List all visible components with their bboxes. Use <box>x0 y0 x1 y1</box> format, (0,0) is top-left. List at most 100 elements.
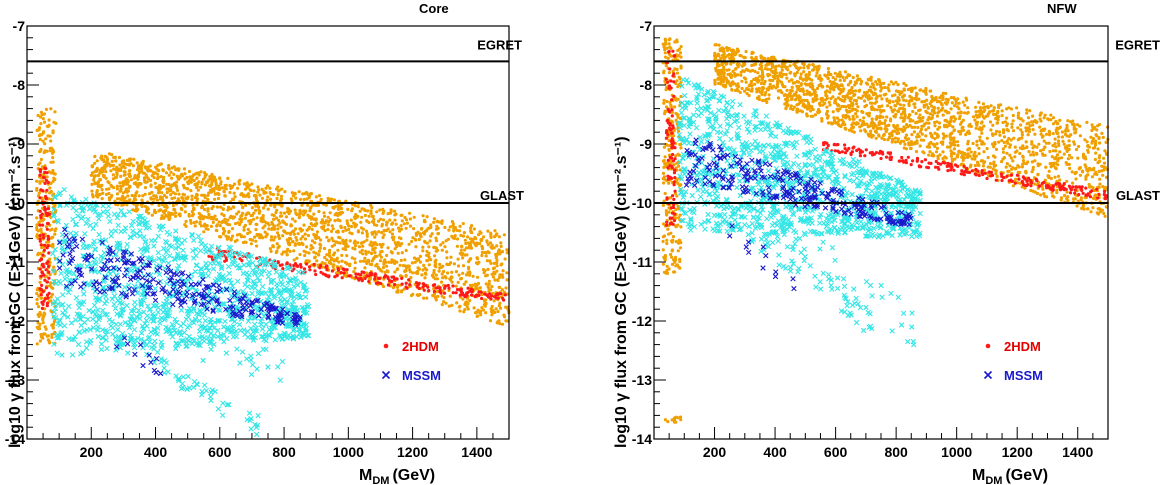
data-point-2hdm <box>482 235 486 239</box>
data-point-2hdm <box>325 264 329 268</box>
data-point-2hdm <box>206 193 210 197</box>
data-point-2hdm <box>232 191 236 195</box>
data-point-2hdm <box>474 237 478 241</box>
data-point-2hdm <box>152 194 156 198</box>
data-point-2hdm <box>104 170 108 174</box>
data-point-2hdm <box>293 192 297 196</box>
data-point-2hdm <box>415 293 419 297</box>
data-point-2hdm <box>345 244 349 248</box>
data-point-2hdm <box>49 160 53 164</box>
data-point-2hdm <box>90 193 95 197</box>
data-point-2hdm <box>53 177 57 182</box>
data-point-2hdm <box>488 259 492 263</box>
glast-label-core: GLAST <box>480 188 524 203</box>
data-point-2hdm <box>170 176 174 180</box>
data-point-2hdm <box>493 310 497 314</box>
data-point-2hdm <box>460 245 464 249</box>
data-point-2hdm <box>181 192 185 196</box>
data-point-2hdm <box>835 116 839 120</box>
y-tick-label: -8 <box>13 77 26 93</box>
data-point-2hdm <box>257 211 261 215</box>
data-point-2hdm <box>104 176 108 180</box>
data-point-2hdm <box>421 245 425 249</box>
data-point-2hdm <box>459 276 464 281</box>
data-point-2hdm <box>216 191 220 195</box>
data-point-2hdm <box>183 172 187 176</box>
data-point-2hdm <box>318 266 322 270</box>
data-point-2hdm <box>353 247 357 251</box>
data-point-2hdm <box>147 192 152 196</box>
data-point-2hdm <box>169 212 173 217</box>
data-point-2hdm <box>373 277 377 281</box>
data-point-2hdm <box>100 154 104 158</box>
data-point-2hdm <box>239 220 243 224</box>
data-point-2hdm <box>1033 132 1037 136</box>
data-point-2hdm <box>146 169 150 173</box>
data-point-2hdm <box>366 209 370 213</box>
data-point-2hdm <box>140 163 144 167</box>
data-point-2hdm <box>215 223 219 227</box>
data-point-2hdm <box>253 235 257 239</box>
data-point-2hdm <box>796 87 800 91</box>
data-point-2hdm <box>392 259 396 263</box>
data-point-2hdm <box>269 192 273 196</box>
data-point-2hdm <box>361 252 365 256</box>
data-point-2hdm <box>270 227 274 231</box>
data-point-2hdm <box>41 321 45 325</box>
data-point-2hdm <box>464 241 468 246</box>
data-point-2hdm <box>442 269 446 274</box>
data-point-2hdm <box>878 94 883 98</box>
data-point-2hdm <box>985 147 989 151</box>
data-point-2hdm <box>417 286 421 291</box>
data-point-2hdm <box>43 243 47 247</box>
data-point-2hdm <box>494 293 499 297</box>
data-point-2hdm <box>38 287 42 291</box>
data-point-2hdm <box>359 220 363 224</box>
data-point-2hdm <box>120 161 124 165</box>
data-point-2hdm <box>492 266 496 270</box>
data-point-2hdm <box>264 186 268 190</box>
data-point-2hdm <box>270 220 274 224</box>
data-point-2hdm <box>488 292 492 296</box>
data-point-2hdm <box>301 213 305 217</box>
data-point-2hdm <box>416 270 420 274</box>
data-point-2hdm <box>874 136 878 140</box>
data-point-2hdm <box>306 193 310 197</box>
data-point-2hdm <box>158 195 163 199</box>
data-point-2hdm <box>330 236 334 240</box>
data-point-2hdm <box>254 239 258 243</box>
data-point-2hdm <box>975 160 980 164</box>
data-point-2hdm <box>267 223 271 227</box>
data-point-2hdm <box>421 268 425 272</box>
data-point-2hdm <box>212 189 216 193</box>
data-point-2hdm <box>150 174 154 178</box>
data-point-2hdm <box>484 282 488 286</box>
data-point-2hdm <box>217 220 221 224</box>
data-point-2hdm <box>860 109 864 114</box>
data-point-2hdm <box>313 241 317 245</box>
data-point-2hdm <box>385 220 389 224</box>
data-point-2hdm <box>461 251 465 256</box>
data-point-2hdm <box>205 180 209 185</box>
data-point-2hdm <box>315 230 319 234</box>
data-point-2hdm <box>353 257 357 261</box>
data-point-2hdm <box>399 227 404 231</box>
data-point-2hdm <box>439 265 444 269</box>
data-point-2hdm <box>360 279 364 283</box>
data-point-2hdm <box>425 296 429 300</box>
data-point-2hdm <box>49 295 53 299</box>
data-point-2hdm <box>502 313 506 317</box>
data-point-2hdm <box>466 235 470 239</box>
data-point-2hdm <box>291 239 295 244</box>
data-point-2hdm <box>369 203 373 207</box>
data-point-2hdm <box>489 261 493 265</box>
data-point-2hdm <box>228 216 232 220</box>
data-point-2hdm <box>133 174 137 178</box>
data-point-2hdm <box>222 213 226 218</box>
data-point-2hdm <box>37 191 41 195</box>
data-point-2hdm <box>443 245 447 249</box>
data-point-2hdm <box>344 247 348 252</box>
data-point-2hdm <box>981 164 986 168</box>
data-point-2hdm <box>142 176 147 180</box>
data-point-2hdm <box>378 208 382 212</box>
